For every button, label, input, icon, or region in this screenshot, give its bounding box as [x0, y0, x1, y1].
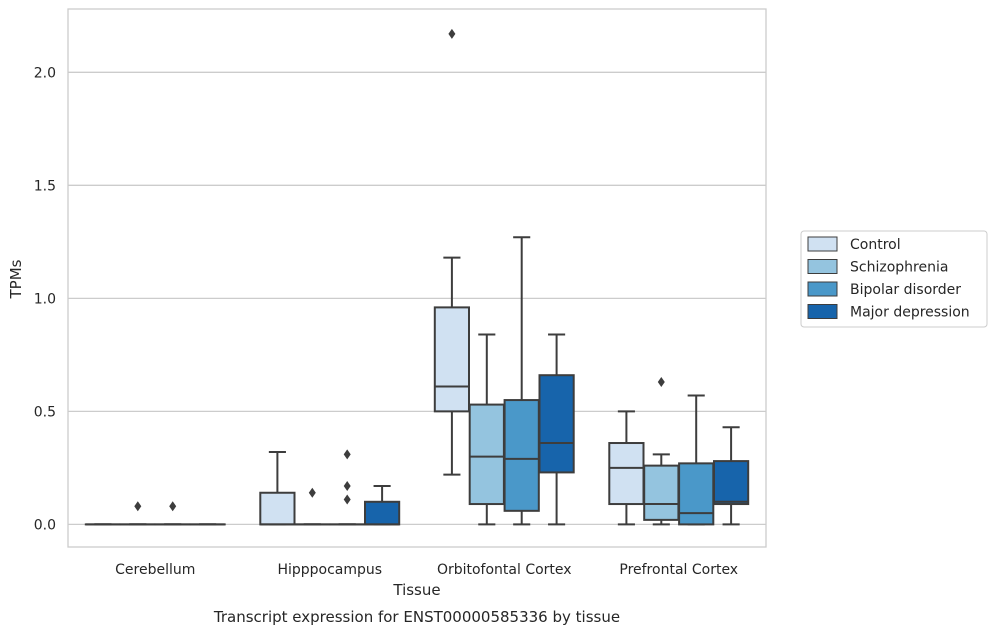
boxes-layer: [84, 28, 750, 526]
box-group: [363, 484, 401, 526]
outlier-point: [343, 494, 351, 505]
y-axis-ticks: 0.0 0.5 1.0 1.5 2.0: [34, 65, 56, 533]
box-group: [712, 426, 750, 526]
outlier-point: [657, 376, 665, 387]
outlier-point: [343, 480, 351, 491]
box: [363, 500, 401, 526]
x-tick-label: Prefrontal Cortex: [619, 562, 738, 578]
legend-swatch: [807, 259, 838, 274]
legend-label: Control: [850, 237, 901, 253]
outlier-point: [448, 28, 456, 39]
outlier-point: [169, 501, 177, 512]
box-group: [608, 410, 645, 526]
box: [678, 462, 715, 526]
plot-area-frame: [67, 8, 767, 548]
box-group: [329, 449, 366, 526]
legend-swatch: [807, 236, 838, 252]
legend-label: Schizophrenia: [850, 260, 948, 276]
box-group: [503, 236, 540, 526]
box: [503, 399, 540, 512]
x-tick-label: Cerebellum: [115, 562, 195, 578]
outlier-point: [134, 501, 142, 512]
grid-lines: [68, 71, 766, 526]
x-axis-ticks: Cerebellum Hipppocampus Orbitofontal Corte…: [115, 562, 738, 578]
box: [259, 491, 296, 526]
box-group: [643, 376, 680, 526]
y-tick-label: 1.5: [34, 178, 56, 194]
box-group: [294, 487, 331, 526]
y-tick-label: 0.5: [34, 404, 56, 420]
box-group: [433, 28, 471, 476]
y-axis-label: TPMs: [7, 259, 25, 299]
box: [712, 460, 750, 506]
box-group: [678, 394, 715, 526]
y-tick-label: 0.0: [34, 517, 56, 533]
box: [608, 442, 645, 506]
box: [643, 464, 680, 521]
outlier-point: [343, 449, 351, 460]
y-tick-label: 2.0: [34, 65, 56, 81]
legend-label: Major depression: [850, 305, 970, 321]
box-group: [259, 451, 296, 526]
box: [538, 374, 575, 474]
legend-label: Bipolar disorder: [850, 282, 961, 298]
legend-swatch: [807, 304, 838, 319]
y-tick-label: 1.0: [34, 291, 56, 307]
box: [468, 403, 505, 506]
box-group: [119, 501, 156, 526]
legend-swatch: [807, 281, 838, 297]
outlier-point: [308, 487, 316, 498]
legend-frame: [800, 230, 988, 328]
box-group: [468, 333, 505, 526]
box-group: [538, 333, 575, 526]
x-tick-label: Hipppocampus: [277, 562, 382, 578]
x-tick-label: Orbitofontal Cortex: [437, 562, 572, 578]
x-axis-label: Tissue: [392, 581, 440, 599]
legend: Control Schizophrenia Bipolar disorder Majo…: [800, 230, 988, 328]
chart-caption: Transcript expression for ENST0000058533…: [213, 608, 620, 626]
box: [433, 306, 471, 413]
box-group: [154, 501, 191, 526]
